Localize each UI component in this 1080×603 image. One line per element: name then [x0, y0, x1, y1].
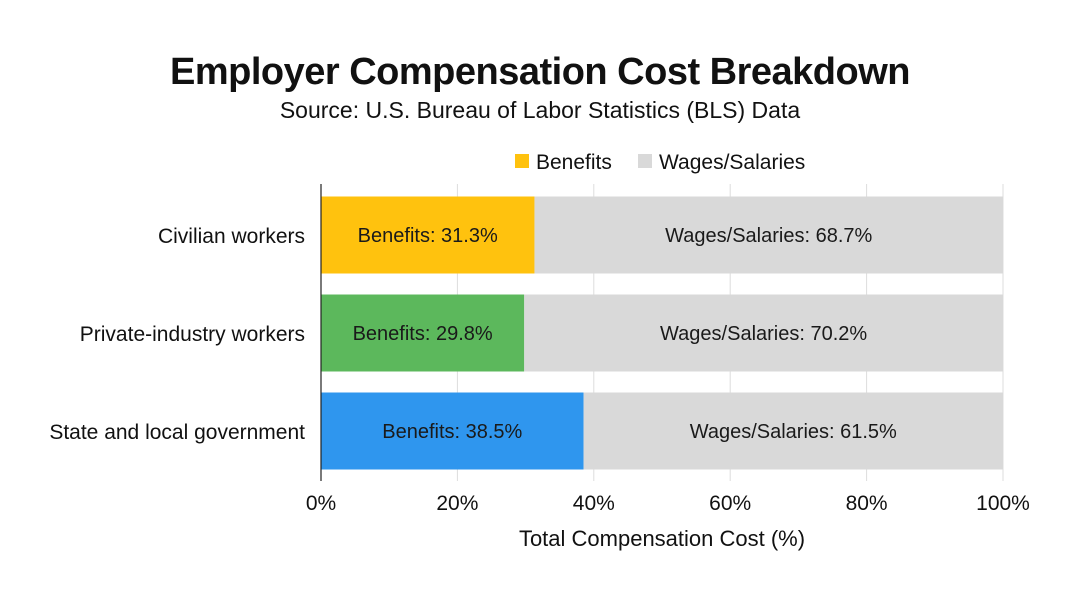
chart-subtitle: Source: U.S. Bureau of Labor Statistics … — [279, 97, 801, 123]
category-label: State and local government — [49, 421, 305, 444]
bar-data-label: Wages/Salaries: 70.2% — [660, 323, 867, 345]
bar-data-label: Benefits: 31.3% — [358, 225, 498, 247]
legend-swatch — [515, 154, 529, 168]
bar-segment — [321, 196, 535, 274]
legend-swatch — [638, 154, 652, 168]
x-tick-label: 80% — [846, 492, 888, 515]
bar-data-label: Wages/Salaries: 61.5% — [690, 421, 897, 443]
category-label: Private-industry workers — [80, 323, 305, 346]
bar-segment — [321, 294, 525, 372]
bar-segment — [321, 392, 584, 470]
bar-data-label: Wages/Salaries: 68.7% — [665, 225, 872, 247]
bar-segment — [534, 196, 1003, 274]
legend-item-label: Wages/Salaries — [659, 151, 805, 174]
chart-title: Employer Compensation Cost Breakdown — [169, 51, 911, 93]
x-tick-label: 20% — [436, 492, 478, 515]
x-tick-label: 100% — [976, 492, 1030, 515]
category-label: Civilian workers — [158, 225, 305, 248]
bar-segment — [583, 392, 1003, 470]
x-tick-label: 0% — [306, 492, 336, 515]
bar-data-label: Benefits: 29.8% — [353, 323, 493, 345]
bar-data-label: Benefits: 38.5% — [382, 421, 522, 443]
x-tick-label: 60% — [709, 492, 751, 515]
x-axis-label: Total Compensation Cost (%) — [519, 526, 805, 551]
x-tick-label: 40% — [573, 492, 615, 515]
legend-item-label: Benefits — [536, 151, 612, 174]
bar-segment — [524, 294, 1003, 372]
